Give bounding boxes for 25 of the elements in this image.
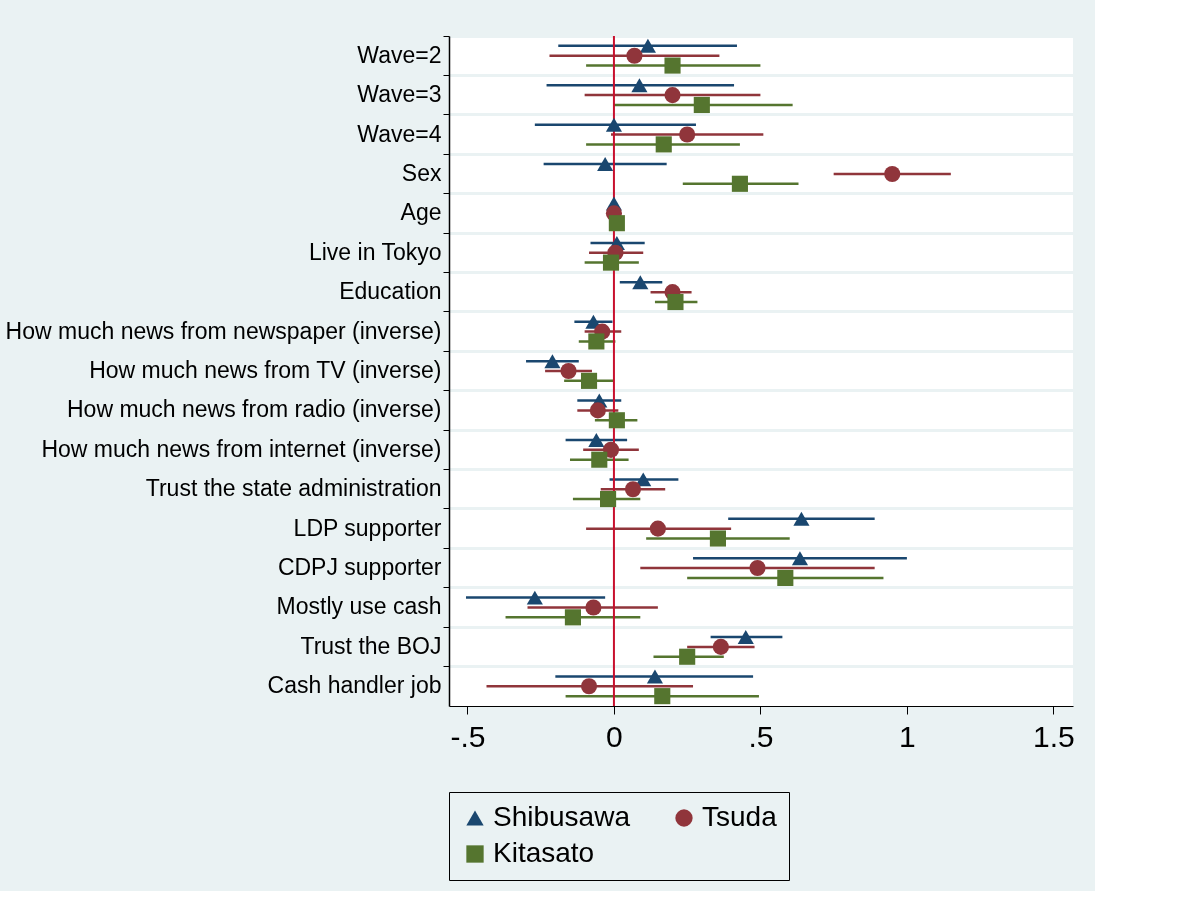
x-tick-label: 1.5 (1033, 719, 1075, 753)
y-tick-label: Wave=3 (357, 81, 442, 108)
y-tick-label: Cash handler job (267, 672, 442, 699)
y-tick-label: Trust the BOJ (300, 632, 442, 659)
y-tick-label: How much news from TV (inverse) (89, 357, 442, 383)
y-tick-label: Education (339, 278, 442, 305)
x-tick-label: -.5 (450, 719, 486, 753)
y-tick-label: LDP supporter (293, 514, 442, 541)
y-tick-label: Age (400, 199, 442, 226)
y-tick-label: Sex (401, 159, 442, 186)
y-tick-label: How much news from newspaper (inverse) (5, 317, 442, 344)
y-tick-label: Mostly use cash (276, 593, 442, 620)
legend-label: Tsuda (702, 801, 778, 832)
y-tick-label: How much news from radio (inverse) (66, 396, 442, 423)
x-tick-label: 0 (606, 719, 623, 753)
x-tick-label: .5 (748, 719, 774, 753)
x-tick-label: 1 (899, 719, 916, 753)
y-tick-label: How much news from internet (inverse) (41, 435, 442, 462)
legend-label: Shibusawa (493, 801, 631, 832)
y-tick-label: CDPJ supporter (277, 554, 442, 581)
y-tick-label: Trust the state administration (145, 475, 442, 502)
y-tick-label: Wave=2 (357, 41, 442, 68)
y-tick-label: Live in Tokyo (308, 238, 442, 265)
y-tick-label: Wave=4 (357, 120, 442, 147)
legend-label: Kitasato (493, 837, 595, 868)
